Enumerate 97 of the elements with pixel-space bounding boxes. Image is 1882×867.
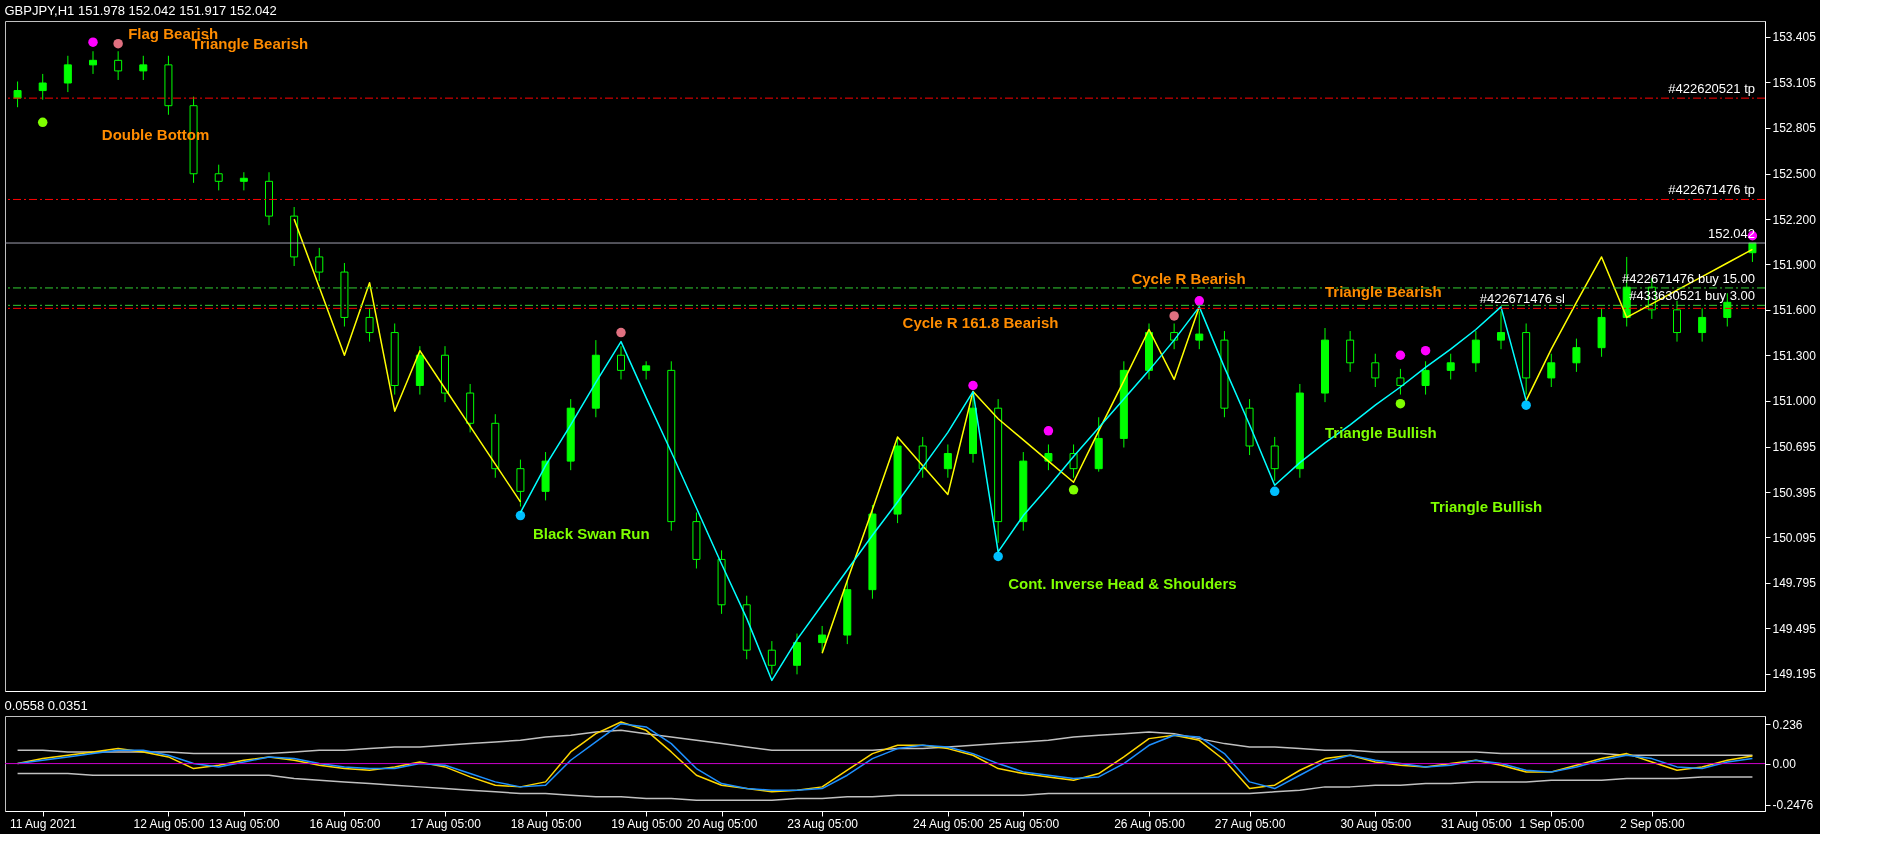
- annotation: Cycle R Bearish: [1131, 269, 1246, 287]
- candlestick: [1195, 310, 1204, 350]
- x-tick-label: 20 Aug 05:00: [686, 816, 758, 831]
- point: [1395, 398, 1406, 409]
- chart-title: GBPJPY,H1 151.978 152.042 151.917 152.042: [4, 3, 277, 18]
- point: [515, 510, 526, 521]
- candlestick: [1270, 436, 1279, 482]
- candlestick: [1497, 310, 1505, 350]
- candlestick: [642, 360, 651, 380]
- y-tick-label: 149.195: [1772, 667, 1817, 682]
- point: [1521, 400, 1531, 410]
- candlestick: [365, 307, 374, 343]
- y-tick-label: 0.236: [1772, 717, 1803, 732]
- candlestick: [1471, 330, 1480, 373]
- point: [1194, 296, 1205, 306]
- x-tick-label: 17 Aug 05:00: [410, 816, 482, 831]
- y-tick-label: 151.300: [1772, 348, 1817, 363]
- point: [37, 117, 48, 128]
- candlestick: [315, 247, 324, 282]
- y-tick-label: 151.000: [1772, 394, 1817, 409]
- x-tick-label: 25 Aug 05:00: [988, 816, 1060, 831]
- y-tick-label: 149.795: [1772, 576, 1817, 591]
- point: [88, 37, 98, 47]
- x-tick-label: 24 Aug 05:00: [912, 816, 985, 831]
- x-tick-label: 26 Aug 05:00: [1114, 816, 1186, 831]
- ref-line-label: 152.042: [1708, 226, 1755, 242]
- candlestick: [139, 55, 148, 81]
- annotation: Black Swan Run: [533, 524, 650, 542]
- point: [1269, 486, 1280, 497]
- candlestick: [1446, 353, 1455, 380]
- candlestick: [818, 625, 827, 653]
- y-tick-label: -0.2476: [1772, 798, 1814, 813]
- candlestick: [214, 164, 223, 191]
- x-tick-label: 13 Aug 05:00: [208, 816, 281, 831]
- candlestick: [767, 640, 776, 675]
- candlestick: [1421, 360, 1430, 396]
- annotation: Triangle Bearish: [1325, 283, 1442, 301]
- x-tick-label: 23 Aug 05:00: [787, 816, 859, 831]
- candlestick: [943, 443, 952, 479]
- y-tick-label: 150.395: [1772, 485, 1817, 500]
- ref-line-label: #422671476 tp: [1668, 182, 1755, 198]
- x-tick-label: 16 Aug 05:00: [309, 816, 381, 831]
- point: [113, 38, 123, 49]
- candlestick: [793, 633, 801, 675]
- point: [1395, 350, 1406, 360]
- candlestick: [1572, 338, 1581, 373]
- ref-line-label: #422620521 tp: [1668, 81, 1755, 97]
- y-tick-label: 153.105: [1772, 75, 1817, 90]
- y-tick-label: 150.095: [1772, 530, 1817, 545]
- x-tick-label: 11 Aug 2021: [9, 816, 77, 831]
- point: [993, 551, 1003, 562]
- y-tick-label: 153.405: [1772, 30, 1817, 45]
- candlestick: [1396, 368, 1405, 396]
- x-tick-label: 19 Aug 05:00: [611, 816, 683, 831]
- line-series: [16, 729, 1754, 757]
- candlestick: [1698, 307, 1707, 343]
- candlestick: [1547, 353, 1556, 388]
- y-tick-label: 149.495: [1772, 621, 1817, 636]
- y-tick-label: 0.00: [1772, 757, 1797, 772]
- point: [616, 327, 626, 338]
- line-series: [16, 772, 1754, 801]
- point: [1068, 485, 1079, 495]
- x-tick-label: 12 Aug 05:00: [133, 816, 205, 831]
- x-tick-label: 2 Sep 05:00: [1619, 816, 1686, 831]
- x-tick-label: 1 Sep 05:00: [1519, 816, 1585, 831]
- candlestick: [1069, 443, 1078, 479]
- annotation: Cycle R 161.8 Bearish: [902, 313, 1059, 331]
- annotation: Cont. Inverse Head & Shoulders: [1008, 574, 1237, 592]
- candlestick: [89, 50, 97, 75]
- y-tick-label: 152.200: [1772, 212, 1817, 227]
- ref-line-label: #422671476 sl: [1479, 291, 1566, 307]
- candlestick: [617, 345, 625, 380]
- candlestick: [1673, 300, 1681, 343]
- point: [1043, 426, 1054, 436]
- candlestick: [239, 171, 248, 191]
- candlestick: [13, 81, 22, 108]
- candlestick: [1044, 443, 1053, 471]
- x-tick-label: 18 Aug 05:00: [510, 816, 582, 831]
- point: [1420, 345, 1431, 356]
- y-tick-label: 152.805: [1772, 121, 1817, 136]
- chart-title: 0.0558 0.0351: [4, 698, 88, 713]
- y-tick-label: 150.695: [1772, 440, 1817, 455]
- candlestick: [1371, 353, 1380, 388]
- x-tick-label: 27 Aug 05:00: [1214, 816, 1286, 831]
- point: [1169, 311, 1179, 321]
- candlestick: [1346, 330, 1355, 373]
- y-tick-label: 151.600: [1772, 303, 1817, 318]
- candlestick: [63, 55, 72, 93]
- annotation: Triangle Bullish: [1430, 497, 1543, 515]
- x-tick-label: 30 Aug 05:00: [1340, 816, 1412, 831]
- point: [968, 380, 978, 391]
- x-tick-label: 31 Aug 05:00: [1440, 816, 1513, 831]
- candlestick: [516, 459, 525, 507]
- candlestick: [38, 73, 47, 101]
- candlestick: [114, 50, 123, 81]
- y-tick-label: 152.500: [1772, 167, 1817, 182]
- y-tick-label: 151.900: [1772, 258, 1817, 272]
